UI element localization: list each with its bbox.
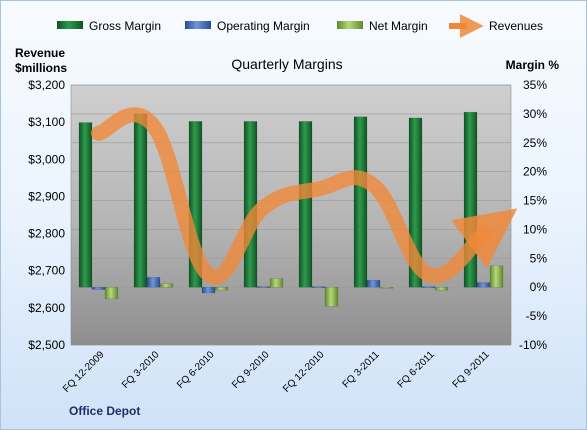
category-label: FQ 9-2010 xyxy=(230,349,272,391)
right-tick-label: 20% xyxy=(523,165,547,179)
revenue-point xyxy=(207,272,211,276)
left-axis-title-line2: $millions xyxy=(15,61,67,75)
revenue-line xyxy=(91,107,518,285)
right-axis: -10% -5% 0% 5% 10% 15% 20% 25% 30% 35% xyxy=(519,78,547,352)
right-tick-label: 25% xyxy=(523,136,547,150)
revenue-point xyxy=(152,124,156,128)
revenue-point xyxy=(482,232,486,236)
net-margin-bar xyxy=(434,287,449,291)
legend-swatch-net-margin xyxy=(337,21,363,29)
gross-margin-bar xyxy=(353,116,368,288)
left-axis: $2,500 $2,600 $2,700 $2,800 $2,900 $3,000 $3,1… xyxy=(28,78,65,352)
right-tick-label: 30% xyxy=(523,107,547,121)
operating-margin-bar xyxy=(256,286,271,288)
legend-label: Gross Margin xyxy=(89,19,161,33)
legend: Gross Margin Operating Margin Net Margin… xyxy=(57,14,543,38)
legend-label: Revenues xyxy=(489,19,543,33)
category-label: FQ 12-2010 xyxy=(281,349,327,395)
category-label: FQ 6-2011 xyxy=(396,349,437,390)
legend-label: Operating Margin xyxy=(217,19,310,33)
right-tick-label: 15% xyxy=(523,194,547,208)
net-margin-bar xyxy=(214,287,229,291)
right-tick-label: 35% xyxy=(523,78,547,92)
net-margin-bar xyxy=(269,278,284,288)
left-tick-label: $3,200 xyxy=(28,78,65,92)
revenue-point xyxy=(317,187,321,191)
revenue-line-path xyxy=(91,107,518,285)
gross-margin-bar xyxy=(298,121,313,288)
left-axis-title-line1: Revenue xyxy=(15,46,65,60)
operating-margin-bar xyxy=(201,287,216,294)
net-margin-bar xyxy=(324,287,339,307)
left-tick-label: $2,600 xyxy=(28,301,65,315)
net-margin-bar xyxy=(379,287,394,289)
left-tick-label: $2,700 xyxy=(28,264,65,278)
legend-item-gross-margin: Gross Margin xyxy=(57,19,161,33)
legend-swatch-operating-margin xyxy=(185,21,211,29)
right-tick-label: -10% xyxy=(519,338,547,352)
footer-company: Office Depot xyxy=(69,404,140,418)
gross-margin-bar xyxy=(78,122,93,288)
operating-margin-bar xyxy=(366,280,381,288)
revenue-point xyxy=(427,272,431,276)
category-label: FQ 9-2011 xyxy=(451,349,492,390)
category-label: FQ 3-2011 xyxy=(341,349,382,390)
left-tick-label: $3,000 xyxy=(28,152,65,166)
legend-swatch-gross-margin xyxy=(57,21,83,29)
operating-margin-bar xyxy=(146,277,161,288)
right-axis-title: Margin % xyxy=(506,58,560,72)
left-tick-label: $2,900 xyxy=(28,189,65,203)
revenue-point xyxy=(372,183,376,187)
legend-item-net-margin: Net Margin xyxy=(337,19,428,33)
left-tick-label: $2,800 xyxy=(28,227,65,241)
legend-item-operating-margin: Operating Margin xyxy=(185,19,310,33)
right-tick-label: 5% xyxy=(530,251,548,265)
gross-margin-bar xyxy=(133,113,148,288)
net-margin-bar xyxy=(159,283,174,288)
right-tick-label: 0% xyxy=(530,280,548,294)
right-tick-label: 10% xyxy=(523,222,547,236)
net-margin-bar xyxy=(104,287,119,299)
revenue-point xyxy=(262,206,266,210)
operating-margin-bar xyxy=(421,286,436,288)
left-tick-label: $3,100 xyxy=(28,115,65,129)
category-label: FQ 12-2009 xyxy=(61,349,107,395)
legend-item-revenues: Revenues xyxy=(449,14,543,38)
net-margin-bar xyxy=(489,265,504,288)
right-tick-label: -5% xyxy=(526,309,548,323)
legend-label: Net Margin xyxy=(369,19,428,33)
operating-margin-bar xyxy=(476,282,491,288)
operating-margin-bar xyxy=(311,286,326,288)
operating-margin-bar xyxy=(91,287,106,290)
category-label: FQ 6-2010 xyxy=(175,349,217,391)
left-tick-label: $2,500 xyxy=(28,338,65,352)
chart-title: Quarterly Margins xyxy=(231,56,342,72)
category-labels: FQ 12-2009 FQ 3-2010 FQ 6-2010 FQ 9-2010 FQ … xyxy=(61,349,492,395)
category-label: FQ 3-2010 xyxy=(120,349,162,391)
revenue-point xyxy=(97,131,101,135)
gross-margin-bar xyxy=(243,121,258,288)
